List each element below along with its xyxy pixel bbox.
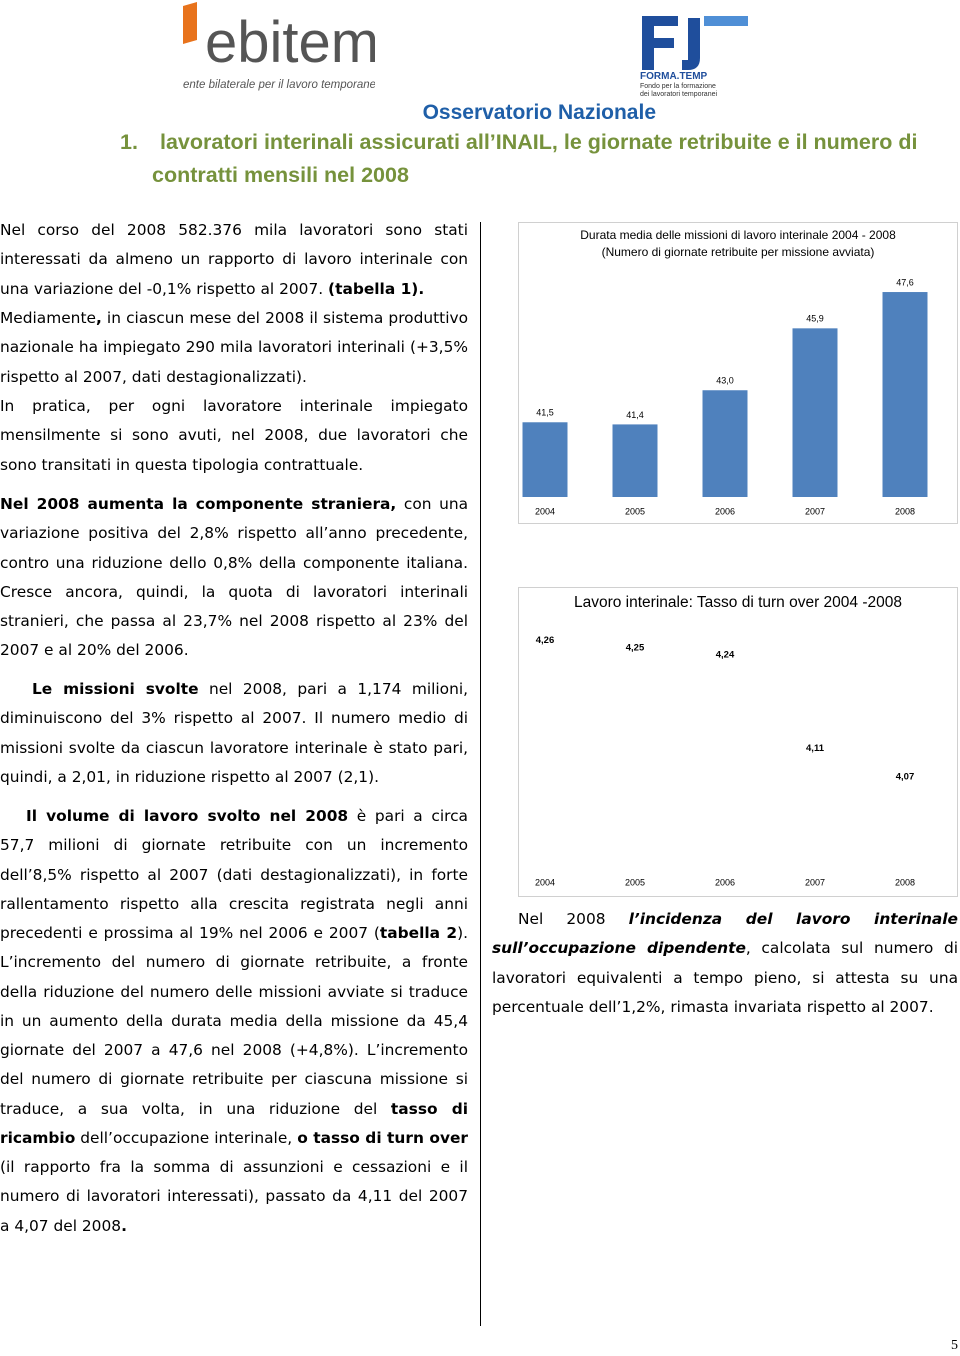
value-label: 47,6 — [896, 277, 914, 287]
bar — [612, 656, 658, 865]
paragraph: Il volume di lavoro svolto nel 2008 è pa… — [0, 802, 468, 1241]
text-run: (il rapporto fra la somma di assunzioni … — [0, 1158, 468, 1235]
paragraph: Nel 2008 l’incidenza del lavoro interina… — [492, 905, 958, 1022]
paragraph: Mediamente, in ciascun mese del 2008 il … — [0, 304, 468, 392]
value-label: 43,0 — [716, 376, 734, 386]
text-run: , calcolata sul numero di lavoratori equ… — [492, 939, 958, 1016]
x-tick-label: 2004 — [535, 506, 555, 516]
text-run: Nel corso del 2008 582.376 mila lavorato… — [0, 221, 468, 298]
x-tick-label: 2008 — [895, 506, 915, 516]
page-number: 5 — [951, 1338, 958, 1353]
logo-mark — [704, 16, 748, 26]
paragraph: Le missioni svolte nel 2008, pari a 1,17… — [0, 675, 468, 792]
text-run: Mediamente — [0, 309, 96, 327]
logo-mark — [183, 2, 197, 44]
x-tick-label: 2007 — [805, 506, 825, 516]
logo-tagline: dei lavoratori temporanei — [640, 91, 717, 98]
chart: Lavoro interinale: Tasso di turn over 20… — [522, 594, 928, 887]
text-run: tasso di ricambio — [0, 1099, 468, 1147]
logo-tagline: ente bilaterale per il lavoro temporaneo — [183, 79, 375, 91]
logo-left: ebitemp ente bilaterale per il lavoro te… — [183, 2, 375, 91]
x-tick-label: 2006 — [715, 877, 735, 887]
value-label: 41,5 — [536, 408, 554, 418]
value-label: 4,11 — [806, 743, 825, 754]
text-run: Nel 2008 aumenta la componente straniera… — [0, 495, 397, 513]
bar — [612, 424, 658, 497]
text-run: tabella 2 — [379, 924, 458, 942]
chart: Durata media delle missioni di lavoro in… — [522, 228, 928, 516]
value-label: 45,9 — [806, 314, 824, 324]
paragraph: Nel corso del 2008 582.376 mila lavorato… — [0, 216, 468, 304]
text-run: (tabella 1). — [328, 279, 425, 298]
x-tick-label: 2008 — [895, 877, 915, 887]
text-run: nel 2008, pari a 1,174 milioni, diminuis… — [0, 680, 468, 786]
chart-frame — [518, 587, 958, 897]
paragraph: In pratica, per ogni lavoratore interina… — [0, 392, 468, 480]
x-tick-label: 2005 — [625, 506, 645, 516]
chart-title: Durata media delle missioni di lavoro in… — [580, 228, 896, 242]
text-run: con una variazione positiva del 2,8% ris… — [0, 495, 469, 660]
text-run: l’incidenza del lavoro interinale sull’o… — [492, 910, 958, 958]
x-tick-label: 2006 — [715, 506, 735, 516]
text-run: in ciascun mese del 2008 il sistema prod… — [0, 309, 468, 386]
logo-right: FORMA.TEMP Fondo per la formazione dei l… — [640, 16, 748, 98]
section-number: 1. — [120, 130, 138, 154]
text-run: , — [95, 309, 102, 327]
text-run: Le missioni svolte — [32, 680, 199, 698]
chart-title: Lavoro interinale: Tasso di turn over 20… — [574, 594, 902, 611]
bar — [702, 664, 748, 865]
text-run: dell’occupazione interinale, — [75, 1128, 298, 1147]
text-run: è pari a circa 57,7 milioni di giornate … — [0, 807, 468, 942]
value-label: 41,4 — [626, 410, 644, 420]
chart-frame — [518, 222, 958, 524]
x-tick-label: 2005 — [625, 877, 645, 887]
bar — [882, 786, 928, 865]
column-divider — [480, 222, 481, 1326]
value-label: 4,25 — [626, 642, 645, 653]
value-label: 4,07 — [896, 772, 915, 783]
bar — [792, 757, 838, 865]
bar — [522, 422, 568, 497]
x-tick-label: 2004 — [535, 877, 555, 887]
paragraph: Nel 2008 aumenta la componente straniera… — [0, 490, 468, 666]
text-run: In pratica, per ogni lavoratore interina… — [0, 397, 468, 474]
bar — [702, 390, 748, 497]
value-label: 4,24 — [716, 650, 735, 661]
logo-text: FORMA.TEMP — [640, 71, 708, 82]
logo-mark — [682, 18, 700, 70]
text-run: Nel 2008 — [518, 910, 629, 928]
text-run: o tasso di turn over — [297, 1128, 469, 1147]
logo-text: ebitemp — [205, 10, 375, 75]
text-run: Il volume di lavoro svolto nel 2008 — [26, 807, 349, 825]
observatory: Osservatorio Nazionale — [422, 101, 656, 124]
x-tick-label: 2007 — [805, 877, 825, 887]
value-label: 4,26 — [536, 635, 555, 646]
bar — [882, 292, 928, 497]
bar — [792, 328, 838, 497]
chart-subtitle: (Numero di giornate retribuite per missi… — [602, 245, 875, 259]
bar — [522, 649, 568, 865]
logo-tagline: Fondo per la formazione — [640, 83, 716, 90]
text-run: . — [121, 1216, 127, 1235]
section-title: lavoratori interinali assicurati all’INA… — [152, 130, 918, 187]
logo-mark — [642, 16, 678, 70]
text-run: ). L’incremento del numero di giornate r… — [0, 924, 468, 1118]
